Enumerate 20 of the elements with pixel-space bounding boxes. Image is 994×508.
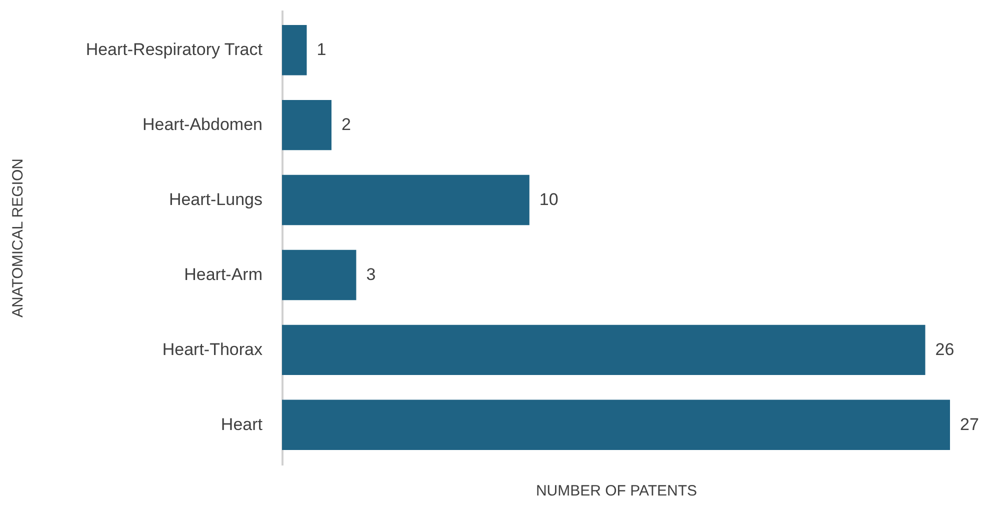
y-tick-label: Heart-Thorax (162, 340, 263, 359)
bar (282, 250, 356, 300)
bar (282, 400, 950, 450)
y-tick-label: Heart-Respiratory Tract (86, 40, 263, 60)
bar (282, 324, 926, 376)
y-tick-label: Heart-Abdomen (142, 115, 262, 134)
y-tick-label: Heart (220, 414, 263, 434)
x-axis-title: NUMBER OF PATENTS (536, 482, 698, 500)
data-label: 26 (935, 340, 954, 359)
y-tick-label: Heart-Arm (184, 264, 262, 284)
bar (282, 174, 530, 226)
y-tick-label: Heart-Lungs (168, 190, 262, 210)
data-label: 3 (366, 264, 376, 284)
data-label: 27 (960, 414, 979, 434)
data-label: 10 (539, 190, 558, 210)
bar (282, 24, 307, 76)
y-axis-title: ANATOMICAL REGION (10, 158, 27, 318)
bar (282, 100, 332, 150)
data-label: 1 (316, 40, 326, 60)
data-label: 2 (341, 115, 351, 134)
